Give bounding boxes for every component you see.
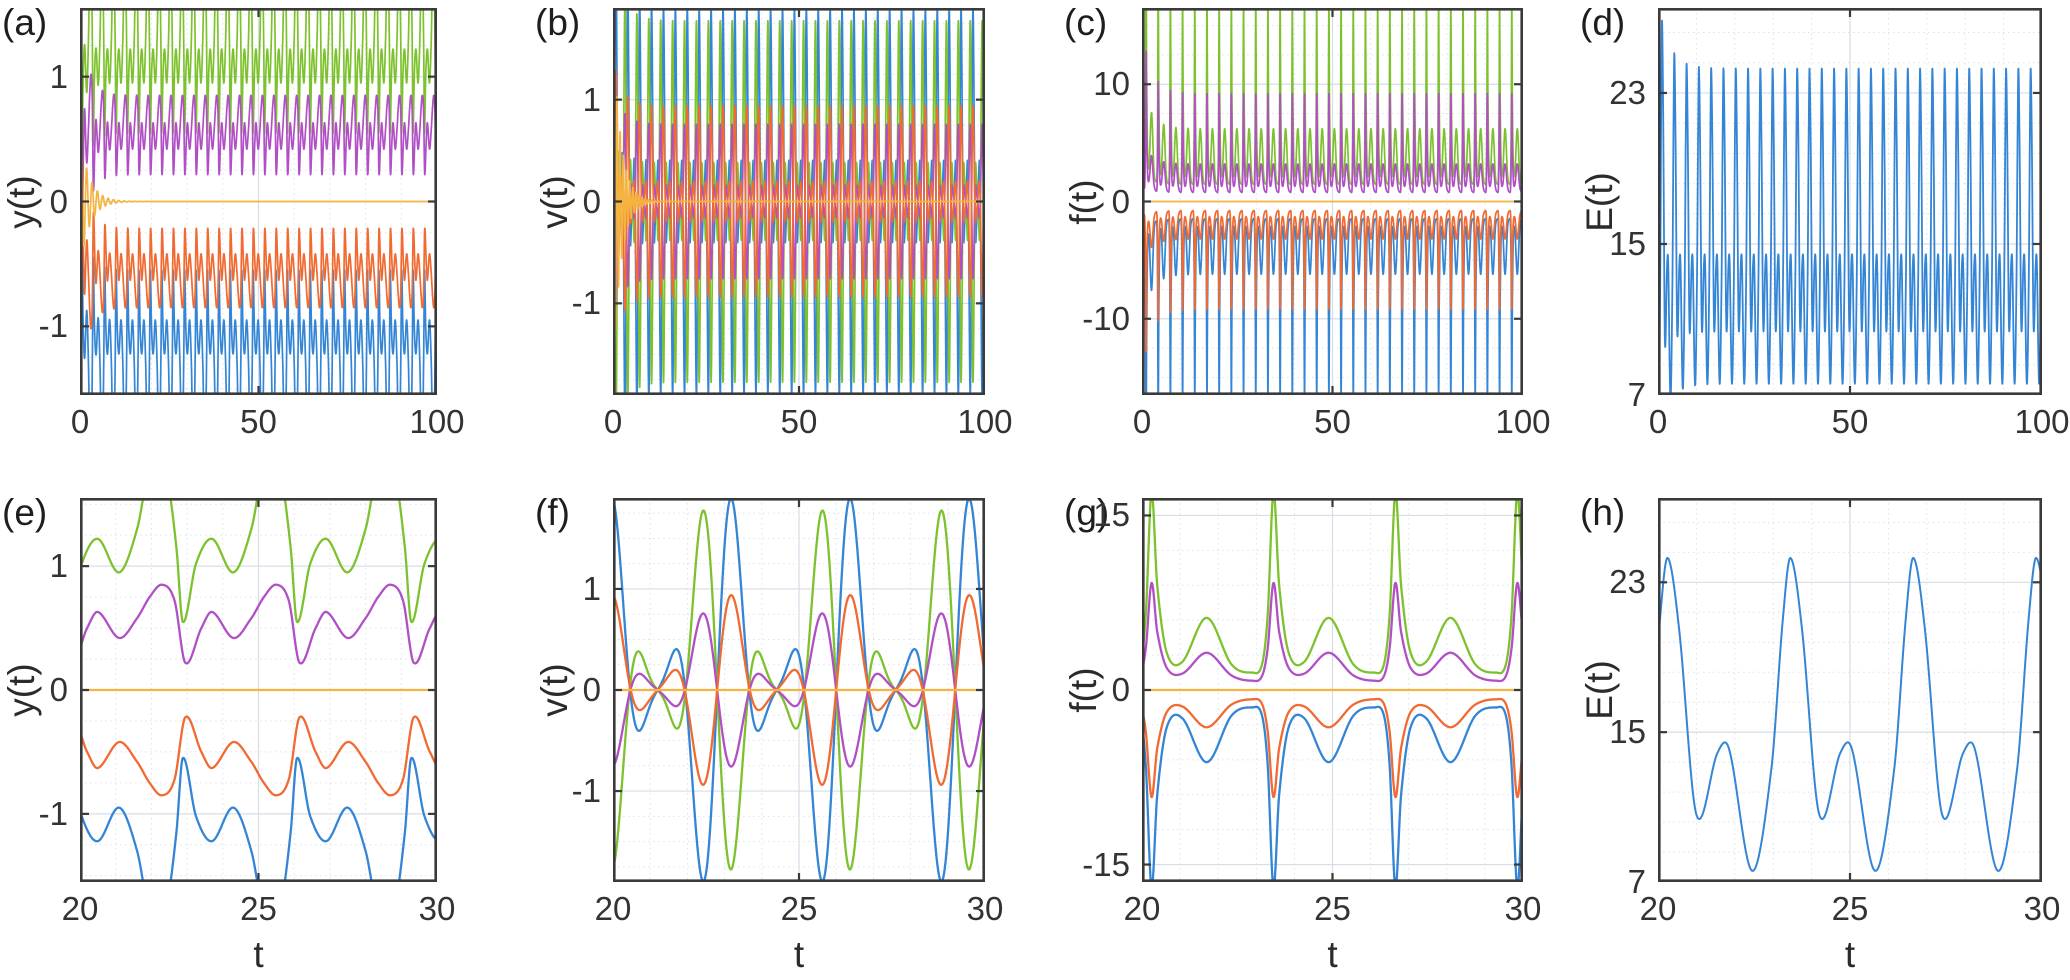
y-tick-label: 1 [49, 547, 68, 585]
x-tick-label: 50 [1831, 403, 1869, 440]
x-axis-label-f: t [793, 934, 805, 975]
x-axis-label-e: t [253, 934, 264, 975]
y-axis-label-h: E(t) [1579, 660, 1620, 720]
y-tick-label: 7 [1627, 376, 1646, 413]
panel-letter-f: (f) [535, 492, 570, 533]
y-tick-label: 15 [1609, 224, 1646, 262]
y-tick-label: 0 [49, 182, 68, 220]
y-tick-label: 7 [1627, 863, 1646, 900]
x-tick-label: 20 [1123, 890, 1161, 927]
y-tick-label: -15 [1082, 845, 1130, 883]
x-tick-label: 100 [409, 403, 465, 440]
y-axis-label-f: v(t) [534, 663, 575, 717]
panel-g: (g) f(t) t 20 25 30 15 0 -15 [1063, 492, 1541, 975]
y-tick-label: 1 [49, 57, 68, 95]
y-tick-label: -1 [38, 307, 68, 345]
y-tick-label: -1 [571, 284, 601, 322]
chart-canvas-a [80, 8, 437, 395]
x-tick-label: 0 [603, 403, 623, 440]
y-tick-label: 1 [582, 80, 601, 118]
y-tick-label: 0 [49, 671, 68, 708]
x-tick-label: 100 [2014, 403, 2070, 440]
x-tick-label: 30 [966, 890, 1004, 927]
panel-f: (f) v(t) t 20 25 30 1 0 -1 [534, 492, 1003, 975]
y-axis-label-e: y(t) [1, 663, 42, 717]
x-tick-label: 100 [957, 403, 1013, 440]
x-tick-label: 25 [1314, 890, 1351, 927]
chart-canvas-c [1142, 8, 1523, 395]
y-tick-label: 15 [1609, 713, 1646, 751]
panel-letter-a: (a) [2, 2, 48, 43]
y-tick-label: 23 [1609, 73, 1646, 111]
x-tick-label: 50 [780, 403, 818, 440]
x-tick-label: 30 [2023, 890, 2061, 927]
panel-e: (e) y(t) t 20 25 30 1 0 -1 [1, 492, 455, 975]
y-tick-label: 15 [1093, 496, 1130, 534]
chart-canvas-h [1658, 498, 2042, 882]
panel-letter-h: (h) [1580, 492, 1626, 533]
y-tick-label: -10 [1082, 299, 1130, 337]
y-tick-label: 0 [1111, 671, 1130, 708]
y-axis-label-a: y(t) [1, 174, 42, 229]
chart-canvas-e [80, 498, 437, 882]
y-axis-label-c: f(t) [1063, 178, 1104, 225]
x-axis-label-h: t [1844, 934, 1856, 975]
x-tick-label: 30 [1504, 890, 1542, 927]
chart-canvas-d [1658, 8, 2042, 395]
y-tick-label: 10 [1093, 65, 1130, 103]
y-tick-label: 1 [582, 569, 601, 607]
x-tick-label: 100 [1495, 403, 1551, 440]
panel-letter-e: (e) [2, 492, 48, 533]
x-tick-label: 20 [1639, 890, 1677, 927]
x-tick-label: 50 [1314, 403, 1351, 440]
x-tick-label: 30 [418, 890, 456, 927]
panel-letter-b: (b) [535, 2, 581, 43]
x-tick-label: 50 [240, 403, 277, 440]
y-tick-label: 0 [582, 671, 601, 708]
panel-c: (c) f(t) 0 50 100 10 0 -10 [1063, 2, 1551, 440]
x-tick-label: 20 [594, 890, 632, 927]
y-tick-label: -1 [38, 794, 68, 832]
panel-a: (a) y(t) 0 50 100 1 0 -1 [1, 2, 465, 440]
chart-canvas-g [1142, 498, 1523, 882]
panel-d: (d) E(t) 0 50 100 23 15 7 [1579, 2, 2070, 440]
y-axis-label-b: v(t) [534, 174, 575, 229]
x-tick-label: 0 [70, 403, 90, 440]
y-tick-label: 0 [1111, 182, 1130, 220]
x-tick-label: 25 [1831, 890, 1869, 927]
panel-b: (b) v(t) 0 50 100 1 0 -1 [534, 2, 1013, 440]
y-tick-label: 0 [582, 182, 601, 220]
x-tick-label: 20 [61, 890, 99, 927]
y-tick-label: 23 [1609, 563, 1646, 601]
panel-h: (h) E(t) t 20 25 30 23 15 7 [1579, 492, 2060, 975]
x-tick-label: 0 [1132, 403, 1152, 440]
y-axis-label-g: f(t) [1063, 667, 1104, 713]
panel-letter-c: (c) [1064, 2, 1108, 43]
x-tick-label: 0 [1648, 403, 1668, 440]
y-tick-label: -1 [571, 772, 601, 810]
y-axis-label-d: E(t) [1579, 171, 1620, 232]
x-axis-label-g: t [1327, 934, 1338, 975]
chart-canvas-f [613, 498, 985, 882]
panel-letter-d: (d) [1580, 2, 1626, 43]
panel-letter-g: (g) [1064, 492, 1110, 533]
x-tick-label: 25 [780, 890, 818, 927]
chart-canvas-b [613, 8, 985, 395]
x-tick-label: 25 [240, 890, 277, 927]
